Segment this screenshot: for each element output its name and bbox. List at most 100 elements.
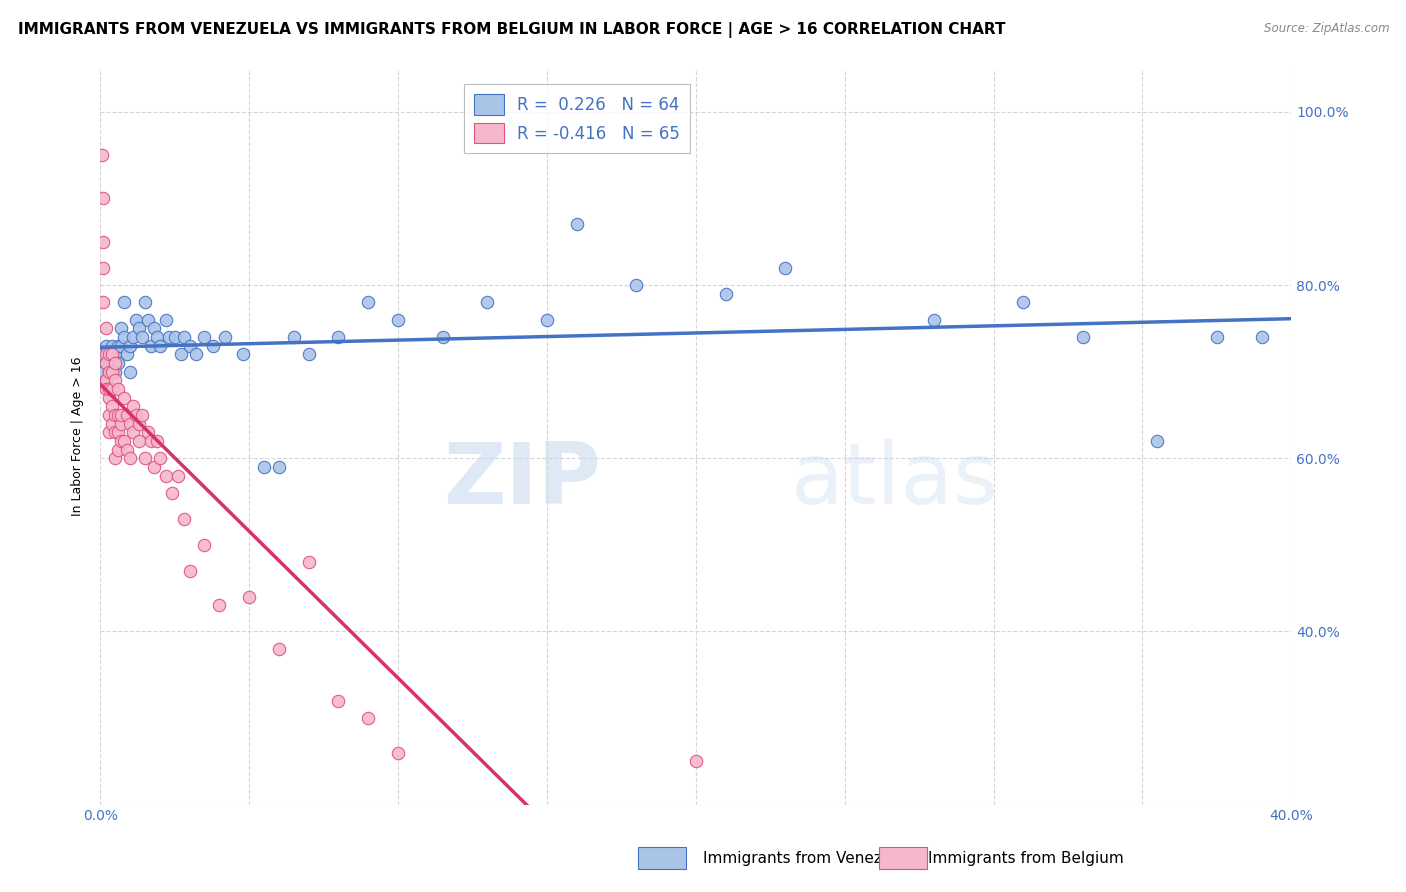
- Point: [122, 330, 145, 344]
- Point: [98, 365, 121, 379]
- Point: [155, 468, 177, 483]
- Point: [267, 641, 290, 656]
- Point: [149, 451, 172, 466]
- Point: [96, 373, 118, 387]
- Point: [104, 347, 127, 361]
- Point: [128, 321, 150, 335]
- Point: [328, 694, 350, 708]
- Point: [169, 347, 191, 361]
- Point: [90, 148, 112, 162]
- Point: [101, 365, 124, 379]
- Point: [104, 365, 127, 379]
- Point: [477, 295, 499, 310]
- Point: [107, 425, 129, 440]
- Point: [107, 408, 129, 422]
- Point: [136, 312, 159, 326]
- Point: [179, 564, 201, 578]
- Point: [432, 330, 454, 344]
- Point: [98, 408, 121, 422]
- Point: [328, 330, 350, 344]
- Point: [1146, 434, 1168, 448]
- Point: [1250, 330, 1272, 344]
- Text: ZIP: ZIP: [443, 439, 600, 522]
- Point: [125, 408, 148, 422]
- Point: [101, 365, 124, 379]
- Point: [208, 599, 231, 613]
- Point: [115, 442, 138, 457]
- Point: [98, 391, 121, 405]
- Point: [773, 260, 796, 275]
- Point: [122, 425, 145, 440]
- Point: [91, 235, 114, 249]
- Point: [96, 356, 118, 370]
- Point: [131, 408, 153, 422]
- Point: [238, 590, 260, 604]
- Point: [101, 417, 124, 431]
- Point: [139, 434, 162, 448]
- Point: [110, 321, 132, 335]
- Point: [112, 295, 135, 310]
- Point: [96, 356, 118, 370]
- Point: [193, 538, 215, 552]
- Point: [91, 347, 114, 361]
- Point: [98, 347, 121, 361]
- Point: [101, 382, 124, 396]
- Y-axis label: In Labor Force | Age > 16: In Labor Force | Age > 16: [72, 357, 84, 516]
- Point: [101, 399, 124, 413]
- Point: [149, 338, 172, 352]
- Point: [118, 417, 141, 431]
- Point: [107, 382, 129, 396]
- Point: [131, 330, 153, 344]
- Point: [104, 356, 127, 370]
- Point: [112, 330, 135, 344]
- Point: [283, 330, 305, 344]
- Point: [98, 425, 121, 440]
- Point: [565, 218, 588, 232]
- Point: [184, 347, 207, 361]
- Point: [173, 512, 195, 526]
- Point: [922, 312, 945, 326]
- Point: [139, 338, 162, 352]
- Point: [96, 338, 118, 352]
- Point: [98, 356, 121, 370]
- Point: [160, 486, 183, 500]
- Point: [267, 459, 290, 474]
- Point: [136, 425, 159, 440]
- Point: [128, 417, 150, 431]
- Point: [118, 451, 141, 466]
- Point: [91, 295, 114, 310]
- Point: [1012, 295, 1035, 310]
- Point: [146, 434, 169, 448]
- Point: [98, 365, 121, 379]
- Point: [112, 391, 135, 405]
- Point: [193, 330, 215, 344]
- Point: [96, 321, 118, 335]
- Point: [128, 434, 150, 448]
- Point: [107, 356, 129, 370]
- Text: Immigrants from Belgium: Immigrants from Belgium: [928, 851, 1123, 865]
- Point: [110, 338, 132, 352]
- Point: [1071, 330, 1094, 344]
- Point: [101, 338, 124, 352]
- Point: [536, 312, 558, 326]
- Point: [179, 338, 201, 352]
- Point: [134, 295, 156, 310]
- Point: [357, 711, 380, 725]
- Point: [202, 338, 225, 352]
- Text: Source: ZipAtlas.com: Source: ZipAtlas.com: [1264, 22, 1389, 36]
- Point: [155, 312, 177, 326]
- Point: [122, 399, 145, 413]
- Point: [110, 408, 132, 422]
- Text: Immigrants from Venezuela: Immigrants from Venezuela: [703, 851, 915, 865]
- Point: [714, 286, 737, 301]
- Point: [387, 312, 409, 326]
- Point: [96, 373, 118, 387]
- Point: [112, 434, 135, 448]
- Point: [163, 330, 186, 344]
- Point: [166, 468, 188, 483]
- Point: [173, 330, 195, 344]
- Point: [110, 434, 132, 448]
- Point: [104, 451, 127, 466]
- Point: [357, 295, 380, 310]
- Point: [146, 330, 169, 344]
